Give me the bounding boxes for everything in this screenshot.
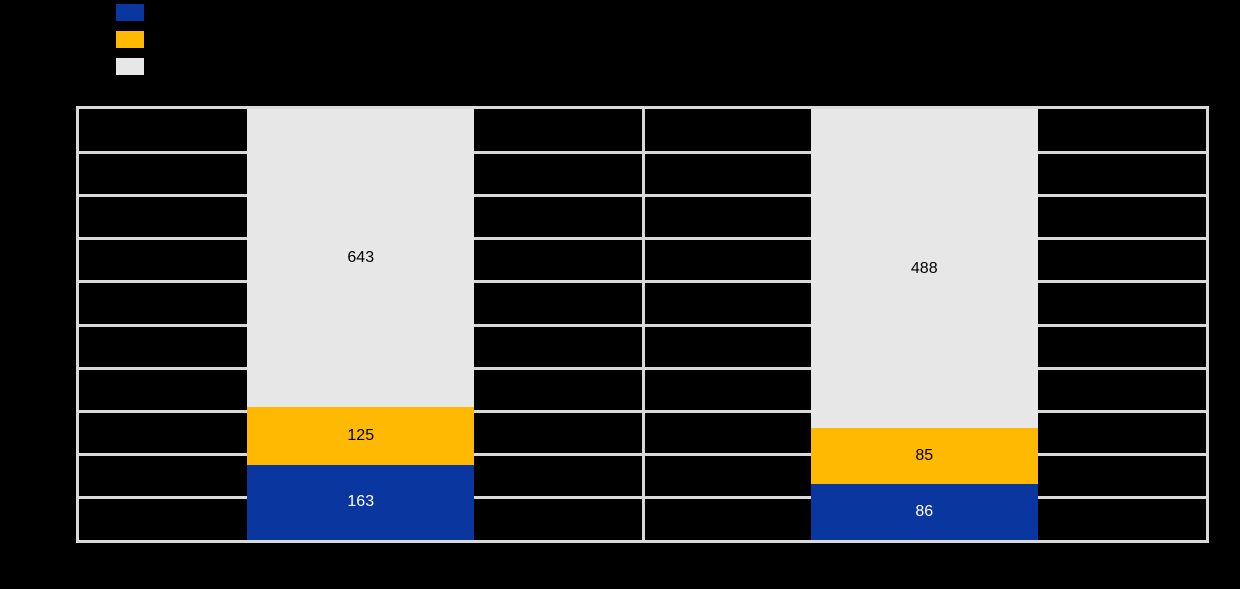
stacked-bar-1: 643 125 163: [247, 109, 475, 540]
plot-inner: 643 125 163 488 85 86: [79, 109, 1206, 540]
legend-item: [116, 31, 152, 48]
bar-value-label: 643: [347, 248, 375, 266]
bar-value-label: 86: [915, 502, 934, 520]
bar-segment-series-2-yellow: 125: [247, 406, 475, 465]
bar-segment-series-2-yellow: 85: [810, 428, 1038, 484]
category-2: 488 85 86: [643, 109, 1207, 540]
legend-swatch-gray: [116, 58, 144, 75]
bar-value-label: 488: [910, 259, 938, 277]
bar-segment-series-1-blue: 163: [247, 464, 475, 540]
legend-swatch-blue: [116, 4, 144, 21]
gridline-vertical: [641, 109, 645, 540]
stacked-bar-2: 488 85 86: [810, 109, 1038, 540]
plot-area: 643 125 163 488 85 86: [76, 106, 1209, 543]
bar-segment-series-3-gray: 643: [247, 109, 475, 407]
legend: [116, 4, 152, 75]
bar-value-label: 125: [347, 426, 375, 444]
bar-columns: 643 125 163 488 85 86: [79, 109, 1206, 540]
category-1: 643 125 163: [79, 109, 643, 540]
legend-item: [116, 4, 152, 21]
legend-swatch-yellow: [116, 31, 144, 48]
bar-value-label: 163: [347, 493, 375, 511]
bar-segment-series-3-gray: 488: [810, 109, 1038, 429]
bar-value-label: 85: [915, 446, 934, 464]
legend-item: [116, 58, 152, 75]
bar-segment-series-1-blue: 86: [810, 483, 1038, 540]
